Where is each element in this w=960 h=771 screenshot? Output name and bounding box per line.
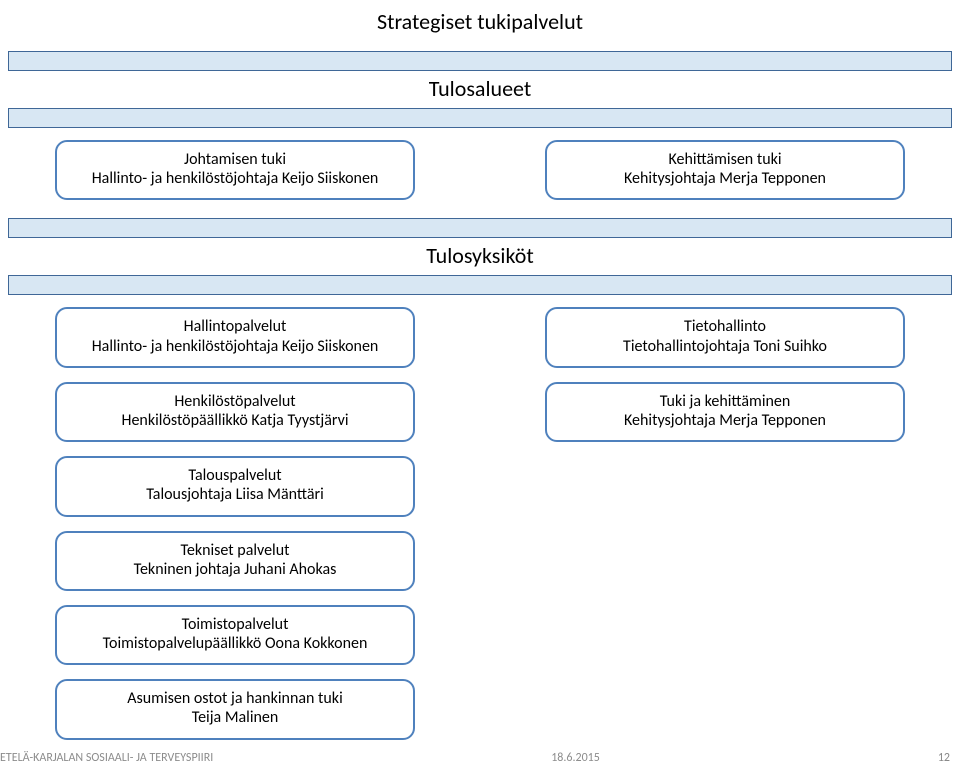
box-tulosyksikko: HenkilöstöpalvelutHenkilöstöpäällikkö Ka… <box>55 382 415 442</box>
box-tulosyksikko: Tekniset palvelutTekninen johtaja Juhani… <box>55 531 415 591</box>
box-line2: Tietohallintojohtaja Toni Suihko <box>553 337 897 356</box>
box-line1: Hallintopalvelut <box>63 317 407 336</box>
divider-bar-tulosyksikot <box>8 218 952 238</box>
box-line1: Talouspalvelut <box>63 466 407 485</box>
box-johtamisen-tuki: Johtamisen tuki Hallinto- ja henkilöstöj… <box>55 140 415 200</box>
box-line1: Johtamisen tuki <box>63 150 407 169</box>
page-title: Strategiset tukipalvelut <box>0 8 960 35</box>
box-tulosyksikko: Asumisen ostot ja hankinnan tukiTeija Ma… <box>55 679 415 739</box>
box-tulosyksikko: Tuki ja kehittäminenKehitysjohtaja Merja… <box>545 382 905 442</box>
box-line2: Henkilöstöpäällikkö Katja Tyystjärvi <box>63 411 407 430</box>
box-line1: Tuki ja kehittäminen <box>553 392 897 411</box>
box-line1: Tietohallinto <box>553 317 897 336</box>
box-line1: Henkilöstöpalvelut <box>63 392 407 411</box>
box-line2: Toimistopalvelupäällikkö Oona Kokkonen <box>63 634 407 653</box>
box-line2: Hallinto- ja henkilöstöjohtaja Keijo Sii… <box>63 337 407 356</box>
box-tulosyksikko: HallintopalvelutHallinto- ja henkilöstöj… <box>55 307 415 367</box>
box-line2: Teija Malinen <box>63 708 407 727</box>
box-tulosyksikko: ToimistopalvelutToimistopalvelupäällikkö… <box>55 605 415 665</box>
divider-bar-tulosalueet <box>8 51 952 71</box>
tulosyksikot-right-column: TietohallintoTietohallintojohtaja Toni S… <box>545 307 905 442</box>
box-line2: Hallinto- ja henkilöstöjohtaja Keijo Sii… <box>63 169 407 188</box>
box-line1: Tekniset palvelut <box>63 541 407 560</box>
box-line2: Talousjohtaja Liisa Mänttäri <box>63 485 407 504</box>
box-line1: Asumisen ostot ja hankinnan tuki <box>63 689 407 708</box>
tulosalueet-row: Johtamisen tuki Hallinto- ja henkilöstöj… <box>0 140 960 200</box>
heading-tulosyksikot: Tulosyksiköt <box>0 242 960 269</box>
divider-bar-tulosalueet-bottom <box>8 108 952 128</box>
divider-bar-tulosyksikot-bottom <box>8 275 952 295</box>
box-line2: Kehitysjohtaja Merja Tepponen <box>553 169 897 188</box>
tulosyksikot-left-column: HallintopalvelutHallinto- ja henkilöstöj… <box>0 307 475 739</box>
box-line2: Tekninen johtaja Juhani Ahokas <box>63 560 407 579</box>
box-tulosyksikko: TietohallintoTietohallintojohtaja Toni S… <box>545 307 905 367</box>
box-line1: Toimistopalvelut <box>63 615 407 634</box>
box-line2: Kehitysjohtaja Merja Tepponen <box>553 411 897 430</box>
box-tulosyksikko: TalouspalvelutTalousjohtaja Liisa Mänttä… <box>55 456 415 516</box>
heading-tulosalueet: Tulosalueet <box>0 75 960 102</box>
box-kehittamisen-tuki: Kehittämisen tuki Kehitysjohtaja Merja T… <box>545 140 905 200</box>
box-line1: Kehittämisen tuki <box>553 150 897 169</box>
